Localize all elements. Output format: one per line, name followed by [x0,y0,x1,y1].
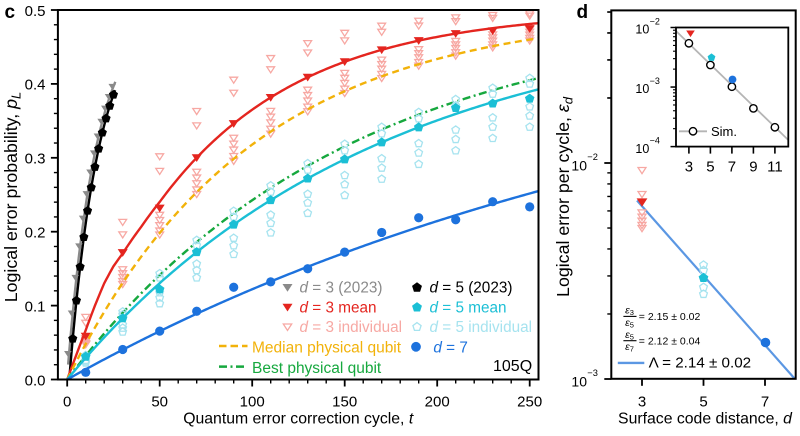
svg-text:c: c [5,2,16,23]
svg-text:105Q: 105Q [493,358,532,375]
svg-text:5: 5 [699,393,707,410]
svg-text:10: 10 [571,374,587,390]
svg-text:7: 7 [761,393,769,410]
svg-text:11: 11 [767,159,783,176]
svg-text:10: 10 [635,82,649,96]
svg-text:0.4: 0.4 [25,77,46,94]
svg-text:7: 7 [728,159,736,176]
svg-text:10: 10 [571,158,587,174]
svg-text:0.2: 0.2 [25,225,46,242]
svg-text:100: 100 [240,393,265,410]
svg-text:0.5: 0.5 [25,3,46,20]
svg-text:3: 3 [638,393,646,410]
svg-text:50: 50 [151,393,168,410]
svg-text:0: 0 [63,393,71,410]
svg-text:10: 10 [635,23,649,37]
svg-text:−4: −4 [650,136,660,146]
svg-text:10: 10 [635,142,649,156]
svg-text:150: 150 [332,393,357,410]
svg-text:= 2.15 ± 0.02: = 2.15 ± 0.02 [639,311,701,323]
svg-text:d = 5 individual: d = 5 individual [430,319,533,336]
svg-text:Surface code distance, d: Surface code distance, d [618,411,793,428]
svg-text:Sim.: Sim. [711,124,737,139]
svg-text:5: 5 [706,159,714,176]
svg-text:0.3: 0.3 [25,151,46,168]
svg-text:d = 5 mean: d = 5 mean [430,300,507,317]
svg-text:−2: −2 [587,152,598,162]
svg-text:Median physical qubit: Median physical qubit [252,339,402,356]
svg-text:−2: −2 [650,17,660,27]
svg-text:ε3: ε3 [625,305,634,318]
svg-text:−3: −3 [587,368,598,378]
svg-text:−3: −3 [650,76,660,86]
svg-text:ε7: ε7 [625,341,634,354]
svg-text:Λ = 2.14 ± 0.02: Λ = 2.14 ± 0.02 [649,355,752,372]
svg-text:ε5: ε5 [625,329,634,342]
svg-text:d = 3 individual: d = 3 individual [300,319,403,336]
svg-text:250: 250 [517,393,542,410]
svg-text:Best physical qubit: Best physical qubit [252,360,382,377]
svg-text:Logical error probability, pL: Logical error probability, pL [1,92,24,303]
svg-text:Quantum error correction cycle: Quantum error correction cycle, t [183,411,414,428]
svg-text:d: d [577,2,589,23]
svg-text:9: 9 [749,159,757,176]
svg-text:d = 5 (2023): d = 5 (2023) [430,280,513,297]
svg-text:3: 3 [685,159,693,176]
svg-text:d = 3 mean: d = 3 mean [300,300,377,317]
svg-text:= 2.12 ± 0.04: = 2.12 ± 0.04 [639,335,701,347]
svg-text:200: 200 [425,393,450,410]
svg-text:d = 3 (2023): d = 3 (2023) [300,280,383,297]
svg-text:Logical error per cycle, εd: Logical error per cycle, εd [553,96,576,297]
svg-text:0.0: 0.0 [25,372,46,389]
svg-text:d = 7: d = 7 [433,340,467,357]
svg-text:ε5: ε5 [625,317,634,330]
svg-text:0.1: 0.1 [25,298,46,315]
